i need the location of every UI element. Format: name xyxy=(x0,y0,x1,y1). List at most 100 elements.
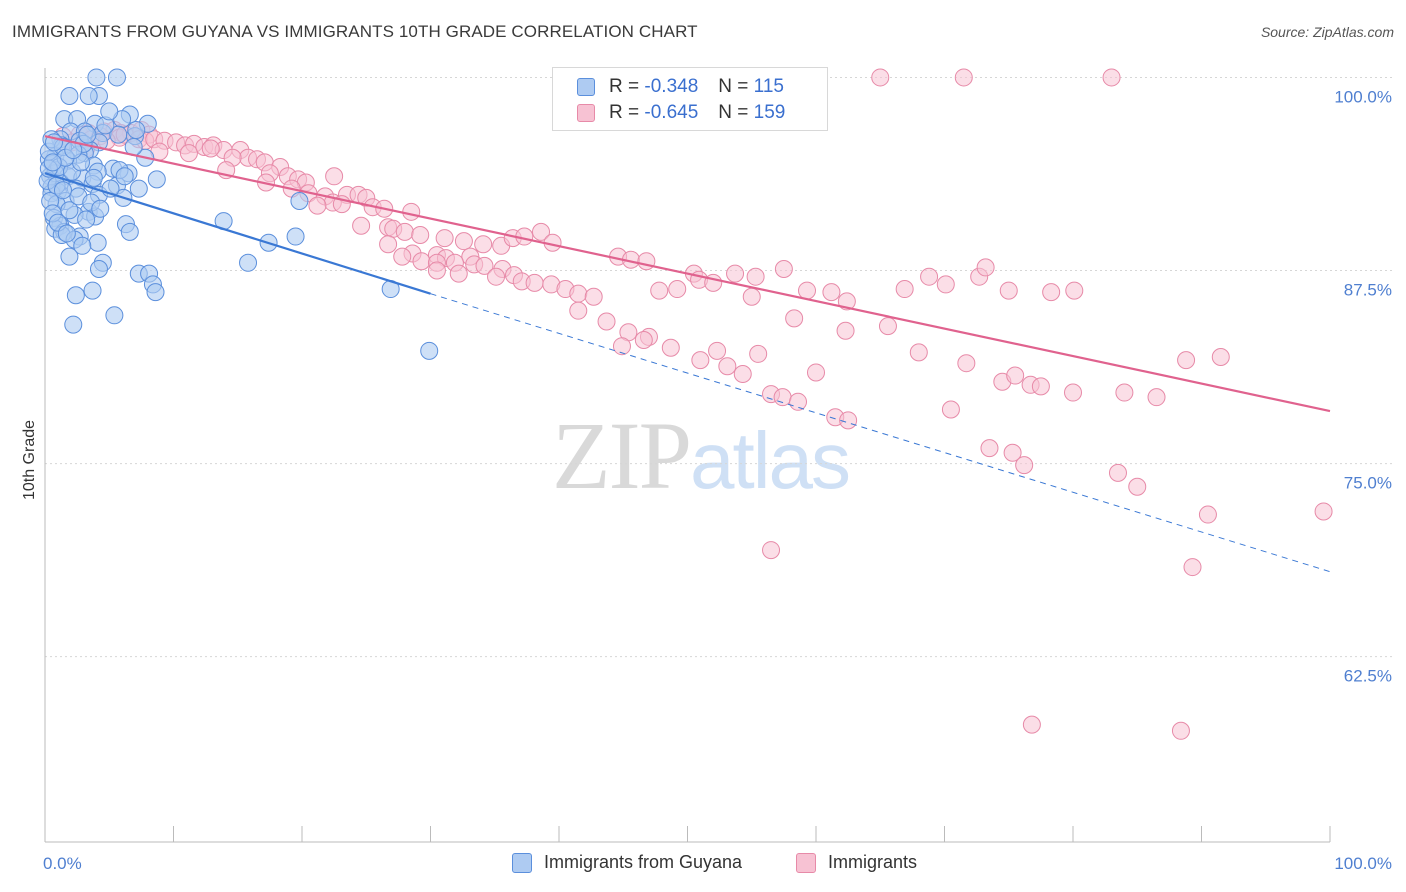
guyana-point xyxy=(120,222,139,241)
immigrants-point xyxy=(454,232,473,251)
immigrants-point xyxy=(1177,351,1196,370)
immigrants-point xyxy=(379,235,398,254)
immigrants-point xyxy=(1042,283,1061,302)
guyana-point xyxy=(60,247,79,266)
guyana-point xyxy=(129,179,148,198)
guyana-point xyxy=(60,86,79,105)
immigrants-point xyxy=(746,267,765,286)
immigrants-point xyxy=(525,273,544,292)
immigrants-point xyxy=(569,301,588,320)
watermark-zip: ZIP xyxy=(552,402,692,509)
bottom-legend-guyana: Immigrants from Guyana xyxy=(512,852,742,873)
x-tick-label: 0.0% xyxy=(43,854,82,873)
guyana-point xyxy=(87,68,106,87)
tick-labels: 62.5% 75.0% 87.5% 100.0% 0.0% 100.0% xyxy=(43,87,1392,873)
immigrants-point xyxy=(1171,721,1190,740)
immigrants-point xyxy=(742,287,761,306)
immigrants-point xyxy=(749,344,768,363)
legend-n-value: 159 xyxy=(753,102,786,123)
immigrants-point xyxy=(774,259,793,278)
guyana-point xyxy=(64,315,83,334)
immigrants-point xyxy=(1064,383,1082,402)
immigrants-point xyxy=(839,411,858,430)
immigrants-point xyxy=(957,354,976,373)
immigrants-point xyxy=(733,365,752,383)
immigrants-point xyxy=(532,222,551,241)
guyana-point xyxy=(286,227,305,246)
bottom-legend-label-guyana: Immigrants from Guyana xyxy=(544,852,743,872)
immigrants-point xyxy=(1128,477,1147,496)
legend-n-value: 115 xyxy=(753,76,784,97)
immigrants-point xyxy=(308,196,327,215)
immigrants-point xyxy=(412,252,431,271)
guyana-point xyxy=(107,68,126,87)
immigrants-point xyxy=(449,264,468,283)
source-label: Source: ZipAtlas.com xyxy=(1260,24,1394,40)
immigrants-point xyxy=(836,321,855,340)
guyana-point xyxy=(60,201,79,220)
series-immigrants-points xyxy=(53,68,1333,740)
immigrants-point xyxy=(1314,502,1333,521)
guyana-point xyxy=(57,224,76,243)
guyana-trend-extension xyxy=(430,293,1331,573)
legend-swatch-guyana xyxy=(577,78,595,96)
guyana-point xyxy=(77,210,96,229)
immigrants-point xyxy=(691,351,710,370)
immigrants-point xyxy=(475,256,494,275)
guyana-point xyxy=(239,253,258,272)
legend-swatch-immigrants xyxy=(577,104,595,122)
immigrants-point xyxy=(822,283,841,302)
immigrants-point xyxy=(201,139,220,158)
immigrants-point xyxy=(954,68,973,87)
immigrants-point xyxy=(920,267,939,286)
immigrants-point xyxy=(352,216,371,235)
guyana-point xyxy=(53,181,72,200)
immigrants-point xyxy=(668,280,687,299)
y-tick-label: 75.0% xyxy=(1344,474,1392,493)
y-tick-label: 62.5% xyxy=(1344,667,1392,686)
guyana-point xyxy=(91,199,110,218)
immigrants-point xyxy=(1102,68,1121,87)
immigrants-point xyxy=(895,280,914,299)
immigrants-point xyxy=(726,264,745,283)
immigrants-point xyxy=(1015,456,1034,475)
immigrants-point xyxy=(569,284,588,303)
immigrants-point xyxy=(1003,443,1022,462)
guyana-point xyxy=(115,167,134,186)
immigrants-point xyxy=(393,247,412,266)
trend-lines xyxy=(44,135,1331,573)
legend-r-label: R = xyxy=(609,76,640,97)
immigrants-point xyxy=(909,343,928,362)
immigrants-point xyxy=(1198,505,1217,524)
guyana-trend-line xyxy=(44,172,431,295)
immigrants-point xyxy=(1006,366,1025,385)
chart-title: IMMIGRANTS FROM GUYANA VS IMMIGRANTS 10T… xyxy=(12,22,698,41)
immigrants-point xyxy=(179,144,198,163)
axes xyxy=(44,68,1331,843)
legend-r-value: -0.348 xyxy=(644,76,699,97)
guyana-point xyxy=(79,86,98,105)
immigrants-point xyxy=(1022,715,1041,734)
legend-row-immigrants: R = -0.645 N = 159 xyxy=(577,101,785,125)
legend-r-label: R = xyxy=(609,102,640,123)
guyana-point xyxy=(89,259,108,278)
immigrants-point xyxy=(1031,377,1050,396)
guyana-point xyxy=(420,341,439,360)
immigrants-point xyxy=(798,281,817,300)
bottom-legend-swatch-immigrants xyxy=(796,852,816,873)
guyana-point xyxy=(66,286,85,305)
immigrants-point xyxy=(584,287,603,306)
legend-n-label: N = xyxy=(718,102,749,123)
y-tick-label: 100.0% xyxy=(1334,87,1392,106)
guyana-point xyxy=(146,283,165,302)
guyana-point xyxy=(78,125,97,144)
immigrants-point xyxy=(708,341,727,360)
immigrants-trend-line xyxy=(44,135,1331,413)
guyana-point xyxy=(127,120,146,139)
bottom-legend-label-immigrants: Immigrants xyxy=(828,852,918,872)
immigrants-point xyxy=(395,222,414,241)
immigrants-point xyxy=(1183,558,1202,577)
guyana-point xyxy=(88,233,107,252)
immigrants-point xyxy=(1211,348,1230,367)
immigrants-point xyxy=(807,363,825,382)
